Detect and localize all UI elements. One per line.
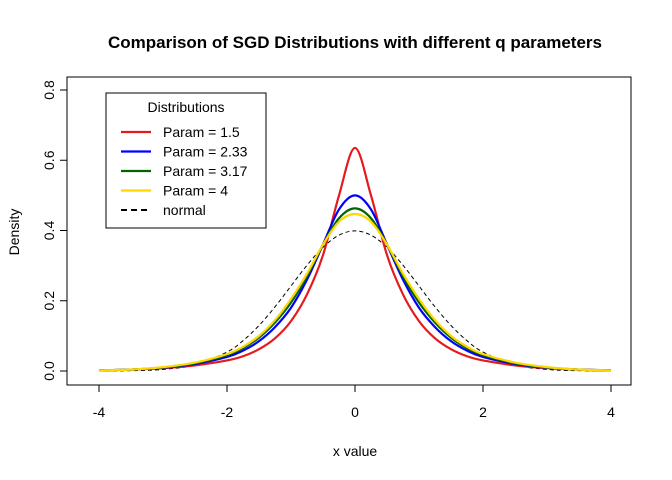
- y-axis-title: Density: [6, 209, 22, 256]
- series-line-4: [98, 230, 612, 372]
- series-line-0: [98, 146, 612, 372]
- y-tick-label: 0.4: [41, 221, 57, 241]
- x-axis: -4 -2 0 2 4: [93, 384, 615, 420]
- x-tick-label: 2: [479, 404, 487, 420]
- legend-label: Param = 3.17: [163, 163, 248, 179]
- y-axis: 0.0 0.2 0.4 0.6 0.8: [41, 80, 68, 381]
- y-tick-label: 0.8: [41, 80, 57, 100]
- x-tick-label: 0: [351, 404, 359, 420]
- series-lines: [98, 146, 612, 372]
- series-line-2: [98, 207, 612, 372]
- legend-items: Param = 1.5 Param = 2.33 Param = 3.17 Param…: [121, 124, 248, 218]
- x-tick-label: -4: [93, 404, 106, 420]
- legend-label: normal: [163, 202, 206, 218]
- x-axis-title: x value: [333, 443, 378, 459]
- legend-label: Param = 1.5: [163, 124, 240, 140]
- chart-title: Comparison of SGD Distributions with dif…: [108, 33, 602, 52]
- series-line-1: [98, 194, 612, 372]
- x-tick-label: -2: [221, 404, 234, 420]
- series-line-3: [98, 212, 612, 372]
- legend-title: Distributions: [147, 99, 224, 115]
- y-tick-label: 0.6: [41, 150, 57, 170]
- legend-label: Param = 4: [163, 183, 228, 199]
- y-tick-label: 0.0: [41, 361, 57, 381]
- legend-box: [105, 92, 267, 229]
- y-tick-label: 0.2: [41, 291, 57, 311]
- x-tick-label: 4: [607, 404, 615, 420]
- legend-label: Param = 2.33: [163, 144, 248, 160]
